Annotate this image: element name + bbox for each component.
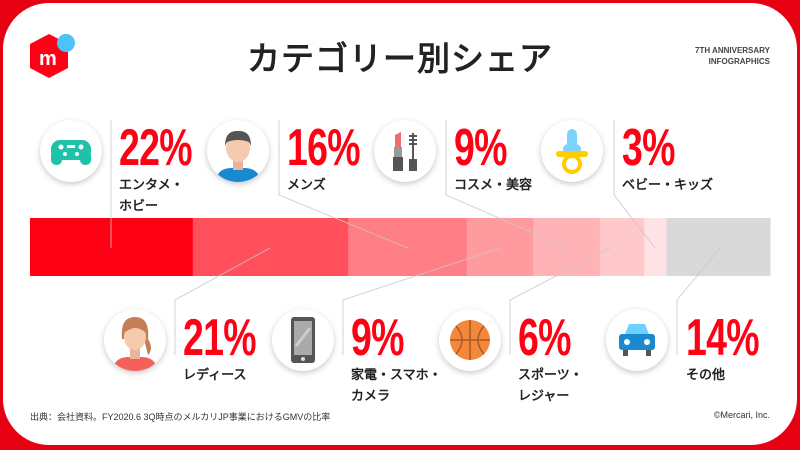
bar-segment-4 [466,218,534,276]
bar-segment-1 [30,218,194,276]
basketball-icon [439,309,501,371]
percent-entertainment: 22% [119,119,192,177]
woman-icon [104,309,166,371]
label-line: スポーツ・ [518,367,583,382]
pacifier-icon [541,120,603,182]
percent-electronics: 9% [351,309,404,367]
leader-line [174,247,271,355]
bar-segment-6 [599,218,645,276]
man-icon [207,120,269,182]
bar-segment-3 [348,218,468,276]
leader-line [445,120,569,249]
source-note: 出典：会社資料。FY2020.6 3Q時点のメルカリJP事業におけるGMVの比率 [30,412,331,422]
percent-baby: 3% [622,119,675,177]
leader-lines [110,120,721,355]
leader-line [342,247,501,355]
label-mens: メンズ [287,177,326,192]
label-cosmetics: コスメ・美容 [454,177,533,192]
page-title: カテゴリー別シェア [247,40,553,77]
label-sports: スポーツ・ レジャー [518,364,583,406]
mercari-logo: m [30,34,75,78]
smartphone-icon [272,309,334,371]
percent-ladies: 21% [183,309,256,367]
percent-cosmetics: 9% [454,119,507,177]
cosmetics-icon [374,120,436,182]
label-line: カメラ [351,388,391,403]
label-line: レジャー [518,388,570,403]
svg-text:m: m [39,48,57,70]
car-icon [606,309,668,371]
copyright: ©Mercari, Inc. [713,410,770,420]
anniversary-line2: INFOGRAPHICS [708,57,770,66]
label-other: その他 [686,367,726,382]
leader-line [613,120,656,249]
bar-segment-7 [644,218,667,276]
leader-line [509,247,611,355]
game-controller-icon [40,120,102,182]
label-line: 家電・スマホ・ [351,367,442,382]
anniversary-label: 7TH ANNIVERSARY INFOGRAPHICS [695,45,770,67]
label-ladies: レディース [183,367,247,382]
bar-segment-5 [533,218,601,276]
anniversary-line1: 7TH ANNIVERSARY [695,46,770,55]
bar-segment-8 [666,218,771,276]
label-entertainment: エンタメ・ ホビー [119,174,184,216]
label-baby: ベビー・キッズ [622,177,714,192]
leader-line [676,247,721,355]
label-electronics: 家電・スマホ・ カメラ [351,364,442,406]
label-line: ホビー [119,198,159,213]
label-line: エンタメ・ [119,177,184,192]
leader-line [278,120,409,249]
percent-sports: 6% [518,309,571,367]
percent-mens: 16% [287,119,360,177]
bar-segment-2 [192,218,349,276]
percent-other: 14% [686,309,759,367]
